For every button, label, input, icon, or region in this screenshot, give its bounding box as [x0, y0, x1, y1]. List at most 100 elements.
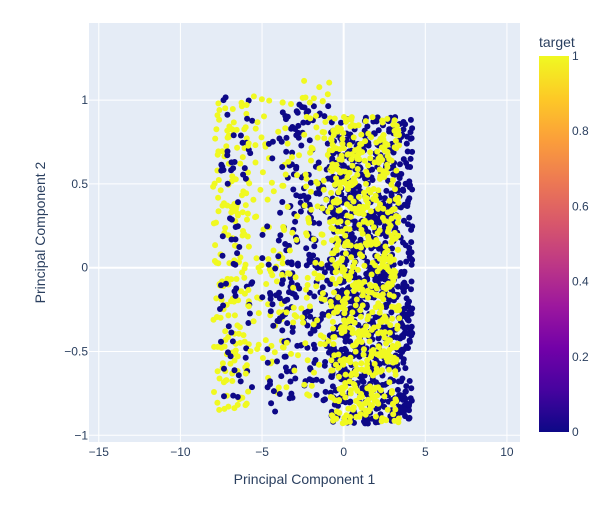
data-point — [301, 104, 308, 111]
data-point — [310, 219, 317, 226]
data-point — [374, 216, 381, 222]
data-point — [216, 107, 223, 113]
data-point — [335, 294, 342, 301]
data-point — [381, 381, 388, 388]
data-point — [293, 163, 300, 170]
data-point — [393, 307, 400, 314]
data-point — [315, 159, 322, 166]
colorbar-tick-label: 0.4 — [572, 275, 589, 289]
data-point — [213, 126, 220, 133]
data-point — [210, 183, 217, 190]
data-point — [303, 262, 310, 269]
data-point — [326, 79, 333, 86]
data-point — [319, 231, 326, 238]
data-point — [342, 232, 349, 239]
data-point — [381, 147, 388, 154]
data-point — [344, 174, 351, 181]
data-point — [315, 323, 322, 330]
data-point — [292, 274, 299, 281]
data-point — [335, 189, 342, 196]
data-point — [350, 134, 357, 141]
data-point — [353, 296, 360, 303]
data-point — [306, 219, 313, 226]
data-point — [330, 334, 337, 341]
data-point — [294, 260, 301, 267]
data-point — [347, 338, 354, 345]
data-point — [348, 116, 355, 123]
data-point — [243, 345, 250, 352]
data-point — [380, 205, 387, 212]
data-point — [219, 163, 226, 170]
data-point — [304, 282, 311, 288]
data-point — [308, 157, 314, 164]
data-point — [211, 258, 218, 264]
data-point — [340, 385, 347, 392]
data-point — [385, 177, 392, 184]
data-point — [225, 334, 232, 340]
data-point — [329, 237, 335, 244]
data-point — [237, 132, 244, 139]
data-point — [405, 249, 412, 256]
data-point — [225, 134, 232, 140]
data-point — [232, 292, 239, 299]
data-point — [406, 195, 413, 202]
data-point — [358, 339, 365, 345]
data-point — [402, 121, 409, 128]
data-point — [329, 318, 336, 325]
data-point — [322, 388, 329, 395]
data-point — [340, 361, 347, 368]
data-point — [343, 118, 349, 125]
data-point — [401, 305, 408, 312]
data-point — [304, 274, 311, 281]
data-point — [351, 288, 357, 294]
data-point — [330, 210, 336, 216]
data-point — [350, 198, 357, 205]
data-point — [293, 294, 300, 301]
data-point — [292, 218, 299, 225]
colorbar-tick-label: 0.2 — [572, 350, 589, 364]
data-point — [354, 166, 361, 172]
data-point — [383, 318, 390, 325]
data-point — [289, 324, 296, 331]
data-point — [377, 201, 383, 208]
data-point — [264, 196, 271, 203]
data-point — [336, 409, 343, 416]
data-point — [405, 221, 411, 228]
data-point — [319, 205, 326, 212]
data-point — [313, 283, 320, 290]
data-point — [324, 262, 331, 269]
data-point — [242, 354, 249, 361]
data-point — [296, 285, 303, 292]
data-point — [231, 357, 238, 364]
data-point — [307, 179, 314, 186]
data-point — [231, 298, 237, 305]
data-point — [388, 208, 395, 214]
data-point — [386, 128, 393, 135]
data-point — [328, 189, 335, 196]
data-point — [298, 142, 305, 149]
data-point — [291, 367, 298, 374]
data-point — [403, 295, 410, 302]
data-point — [354, 366, 361, 373]
data-point — [329, 394, 336, 401]
data-point — [369, 166, 376, 173]
data-point — [356, 400, 363, 407]
data-point — [361, 368, 368, 374]
data-point — [310, 326, 317, 333]
data-point — [373, 237, 380, 243]
data-point — [400, 288, 407, 295]
data-point — [393, 213, 399, 219]
data-point — [355, 266, 361, 273]
data-point — [244, 233, 251, 240]
data-point — [404, 148, 411, 155]
data-point — [303, 245, 310, 252]
data-point — [384, 164, 391, 171]
data-point — [295, 129, 301, 136]
data-point — [288, 350, 294, 357]
data-point — [240, 228, 246, 234]
data-point — [381, 252, 388, 259]
data-point — [314, 134, 321, 141]
data-point — [402, 365, 409, 372]
data-point — [222, 328, 229, 335]
data-point — [259, 294, 266, 301]
